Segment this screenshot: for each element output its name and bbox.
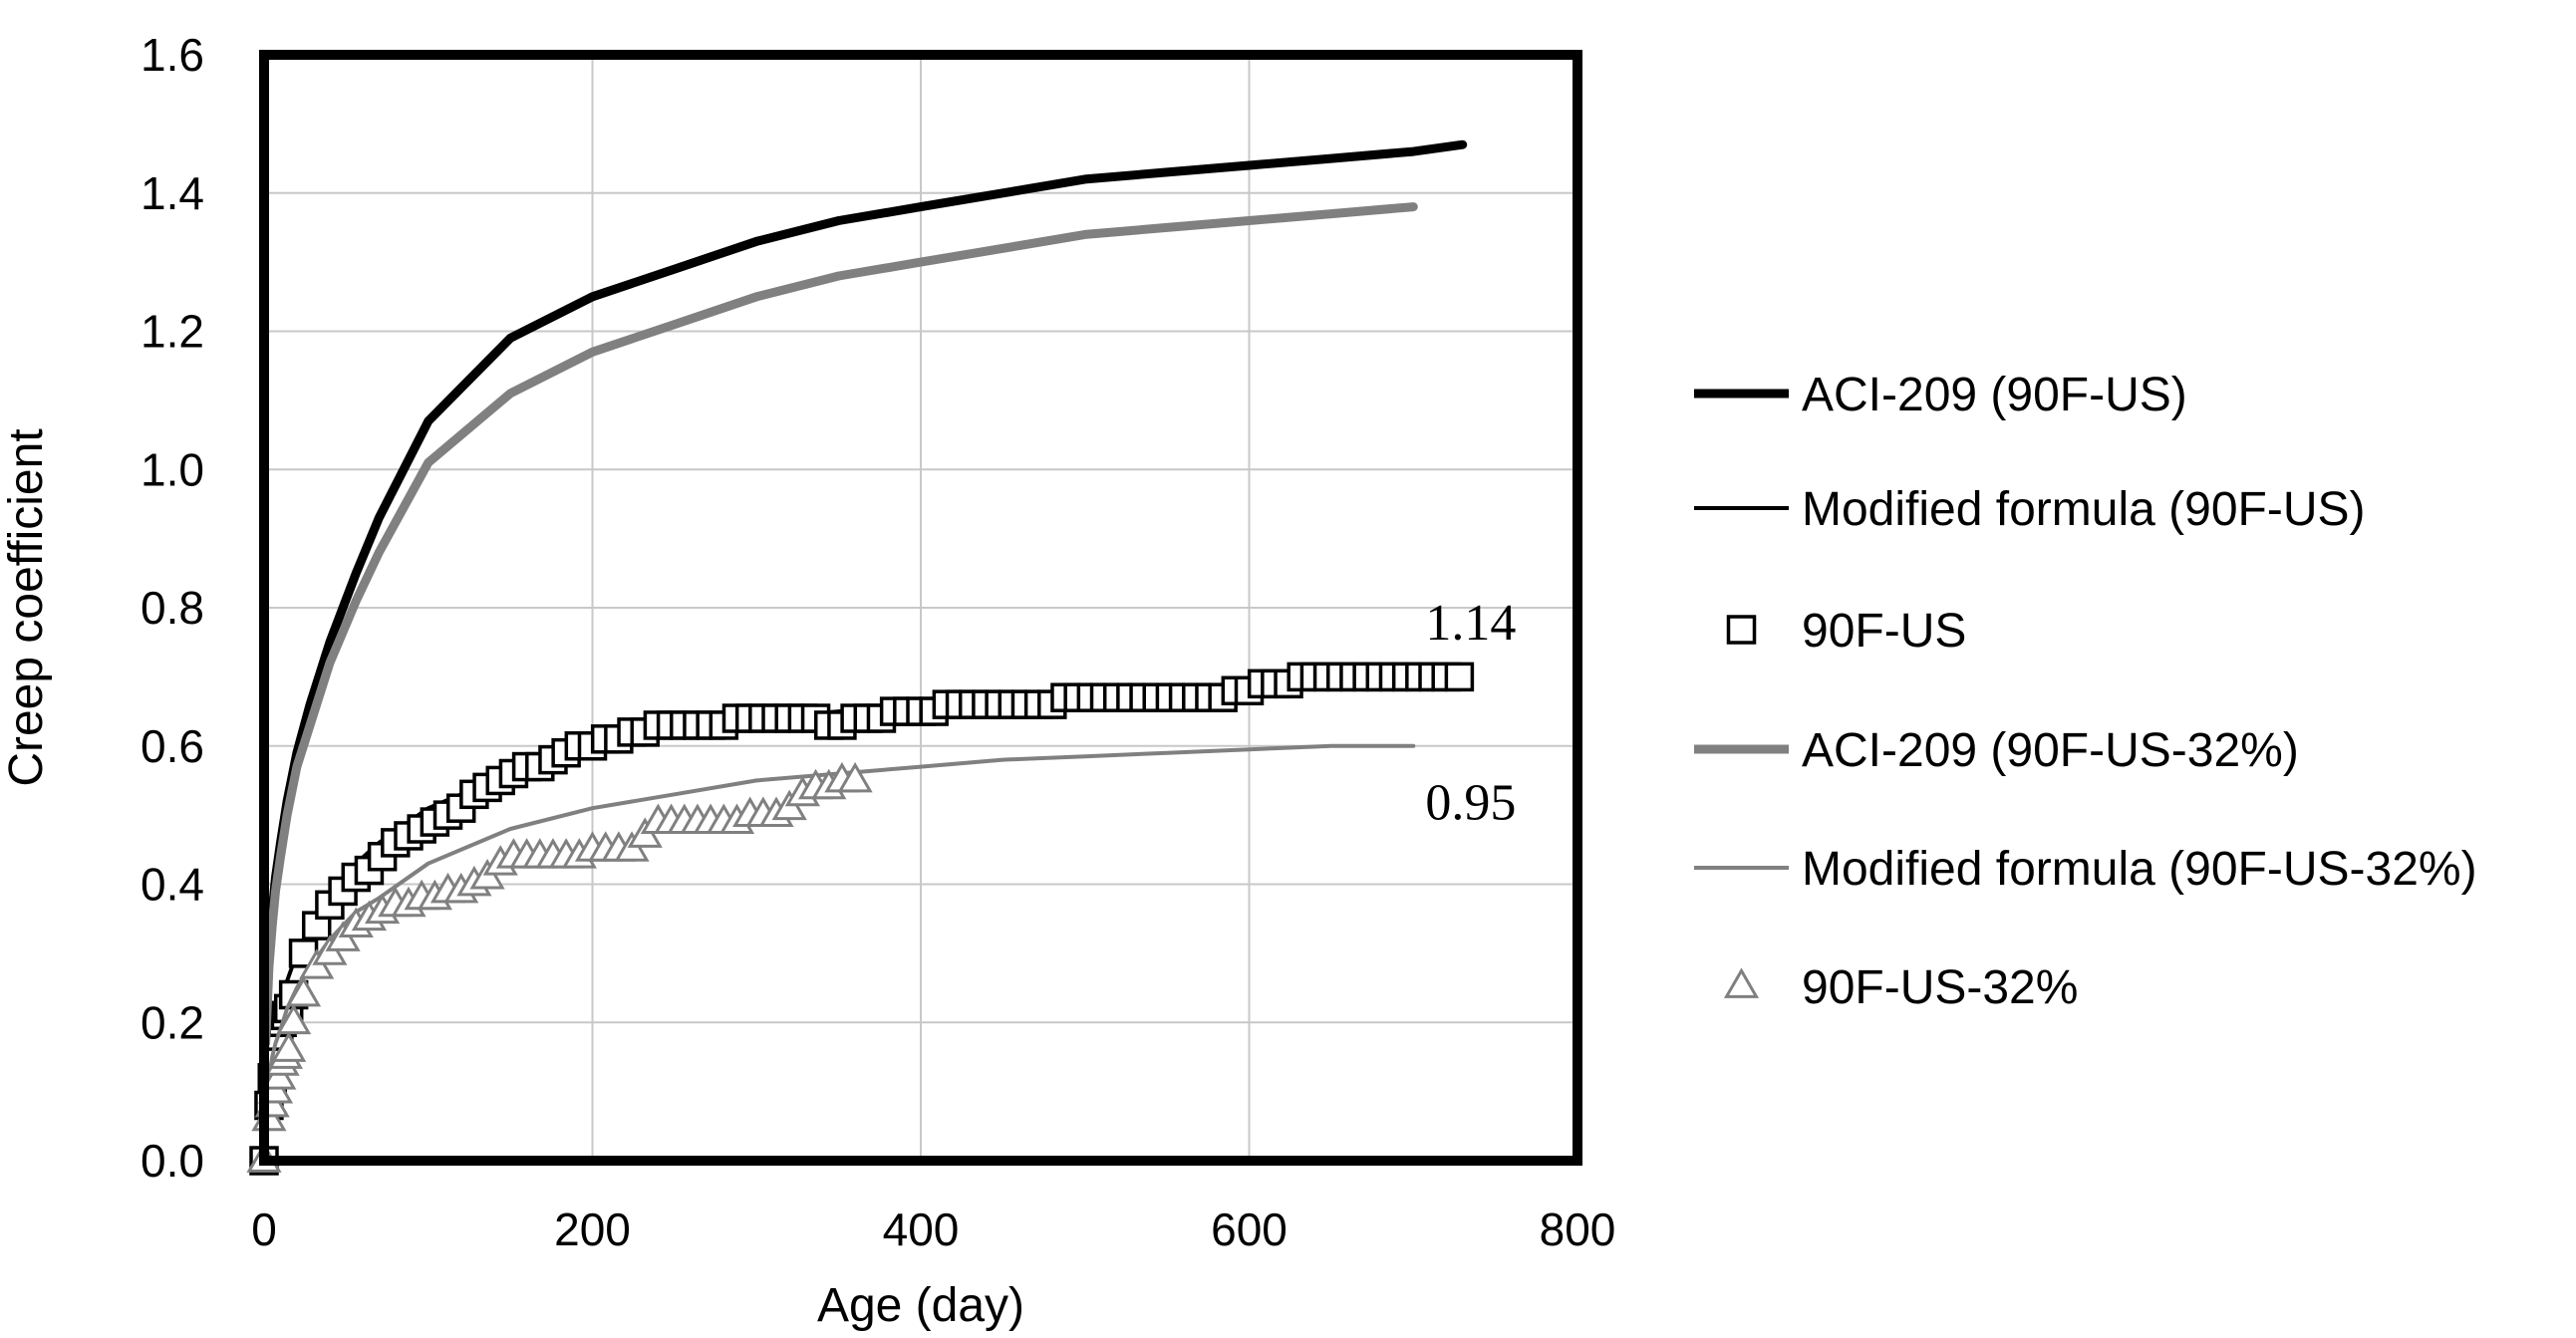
- y-tick-label: 1.4: [141, 167, 204, 219]
- annotation-label: 1.14: [1425, 595, 1516, 652]
- y-tick-label: 0.8: [141, 582, 204, 634]
- series-line: [261, 202, 1418, 1048]
- y-tick-label: 1.2: [141, 306, 204, 358]
- tick-labels: 0 200 400 600 800 0.0 0.2 0.4 0.6 0.8 1.0 1.2 1.4 1.6: [141, 29, 1615, 1255]
- legend-item: ACI-209 (90F-US-32%): [1694, 724, 2299, 777]
- x-tick-label: 600: [1211, 1204, 1288, 1255]
- series-90f-us: [249, 662, 1475, 1176]
- series-aci-209-90f-us-32: [261, 202, 1418, 1048]
- legend-label: 90F-US-32%: [1802, 961, 2078, 1014]
- y-tick-label: 1.6: [141, 29, 204, 81]
- series-layer: [246, 139, 1475, 1176]
- legend-label: ACI-209 (90F-US-32%): [1802, 724, 2299, 777]
- gridlines: [263, 54, 1578, 1162]
- y-tick-label: 0.2: [141, 996, 204, 1048]
- legend-item: ACI-209 (90F-US): [1694, 369, 2187, 421]
- series-modified-formula-90f-us-32: [263, 743, 1416, 1108]
- legend-item: Modified formula (90F-US-32%): [1694, 843, 2477, 896]
- triangle-marker: [285, 975, 322, 1007]
- series-line: [263, 743, 1416, 1108]
- legend-item: Modified formula (90F-US): [1694, 483, 2366, 536]
- y-axis-label: Creep coefficient: [0, 428, 53, 786]
- square-marker: [1726, 615, 1757, 645]
- series-90f-us-32: [246, 761, 873, 1173]
- triangle-marker: [276, 1003, 312, 1035]
- x-tick-label: 800: [1540, 1204, 1616, 1255]
- x-tick-label: 0: [251, 1204, 277, 1255]
- legend-label: Modified formula (90F-US-32%): [1802, 843, 2477, 896]
- y-tick-label: 0.0: [141, 1135, 204, 1187]
- x-axis-label: Age (day): [817, 1279, 1024, 1332]
- legend: ACI-209 (90F-US) Modified formula (90F-US…: [1694, 369, 2477, 1014]
- legend-label: Modified formula (90F-US): [1802, 483, 2366, 536]
- y-tick-label: 1.0: [141, 443, 204, 495]
- y-tick-label: 0.4: [141, 859, 204, 911]
- triangle-marker: [837, 761, 873, 793]
- x-tick-label: 400: [883, 1204, 960, 1255]
- annotation-label: 0.95: [1425, 774, 1516, 831]
- y-tick-label: 0.6: [141, 720, 204, 772]
- triangle-marker: [271, 1031, 307, 1062]
- square-marker: [1444, 662, 1475, 692]
- annotations: 1.14 0.95: [1425, 595, 1516, 831]
- plot-frame: [259, 50, 1582, 1166]
- x-tick-label: 200: [554, 1204, 631, 1255]
- legend-item: 90F-US: [1726, 605, 1966, 658]
- legend-label: 90F-US: [1802, 605, 1966, 658]
- legend-label: ACI-209 (90F-US): [1802, 369, 2187, 421]
- triangle-marker: [1723, 967, 1760, 998]
- legend-item: 90F-US-32%: [1723, 961, 2078, 1014]
